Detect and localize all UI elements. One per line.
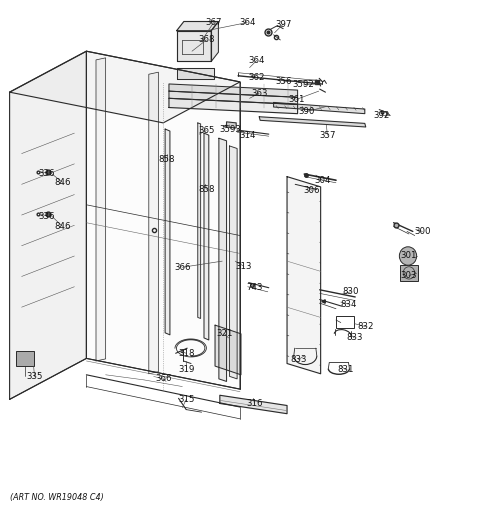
Text: 357: 357 xyxy=(319,131,336,140)
Polygon shape xyxy=(96,58,106,361)
Text: 365: 365 xyxy=(198,126,215,135)
Text: 846: 846 xyxy=(54,178,71,187)
Text: (ART NO. WR19048 C4): (ART NO. WR19048 C4) xyxy=(10,493,103,502)
Polygon shape xyxy=(86,51,240,389)
Text: 392: 392 xyxy=(373,111,390,120)
Polygon shape xyxy=(227,122,236,128)
Text: 336: 336 xyxy=(39,211,55,221)
Polygon shape xyxy=(219,138,227,381)
Text: 336: 336 xyxy=(39,168,55,178)
Text: 313: 313 xyxy=(236,262,252,271)
Polygon shape xyxy=(287,177,321,374)
Polygon shape xyxy=(211,22,218,61)
Text: 3593: 3593 xyxy=(219,124,241,134)
Polygon shape xyxy=(215,325,241,375)
FancyBboxPatch shape xyxy=(16,351,34,366)
Text: 390: 390 xyxy=(298,107,314,116)
Polygon shape xyxy=(229,146,237,379)
Circle shape xyxy=(399,247,417,265)
Polygon shape xyxy=(220,395,287,414)
Text: 306: 306 xyxy=(304,186,320,195)
Polygon shape xyxy=(10,51,240,123)
Polygon shape xyxy=(177,22,218,31)
Polygon shape xyxy=(10,51,86,399)
Text: 304: 304 xyxy=(314,176,331,185)
Text: 830: 830 xyxy=(342,287,359,296)
Polygon shape xyxy=(198,123,201,318)
Polygon shape xyxy=(169,98,298,114)
Text: 858: 858 xyxy=(159,155,175,164)
Text: 361: 361 xyxy=(288,95,305,104)
Polygon shape xyxy=(177,68,214,79)
Text: 3592: 3592 xyxy=(292,80,314,90)
Text: 362: 362 xyxy=(249,73,265,82)
Polygon shape xyxy=(169,84,298,97)
Text: 368: 368 xyxy=(198,35,215,45)
Text: 303: 303 xyxy=(401,271,417,280)
Text: 367: 367 xyxy=(205,18,222,27)
Text: 314: 314 xyxy=(239,131,255,140)
Text: 846: 846 xyxy=(54,222,71,231)
Polygon shape xyxy=(165,129,170,335)
Polygon shape xyxy=(149,72,158,374)
Polygon shape xyxy=(169,91,298,104)
Text: 858: 858 xyxy=(198,185,215,194)
Text: 831: 831 xyxy=(337,365,354,374)
Text: 335: 335 xyxy=(26,372,43,381)
Text: 315: 315 xyxy=(178,395,194,404)
Text: 356: 356 xyxy=(275,77,291,87)
Text: 363: 363 xyxy=(251,89,267,98)
Text: 318: 318 xyxy=(178,349,194,358)
Text: 364: 364 xyxy=(249,56,265,65)
Text: 321: 321 xyxy=(216,329,233,338)
FancyBboxPatch shape xyxy=(400,265,418,281)
Polygon shape xyxy=(274,102,365,114)
Polygon shape xyxy=(259,117,366,127)
Polygon shape xyxy=(177,31,211,61)
Text: 366: 366 xyxy=(155,374,171,383)
Text: 364: 364 xyxy=(239,18,255,27)
Text: 833: 833 xyxy=(346,333,362,343)
Text: 319: 319 xyxy=(178,365,194,374)
Text: 832: 832 xyxy=(358,322,374,331)
Text: 366: 366 xyxy=(174,263,191,272)
Text: 301: 301 xyxy=(401,251,417,261)
Polygon shape xyxy=(204,133,209,340)
Text: 316: 316 xyxy=(246,399,263,408)
Text: 397: 397 xyxy=(275,19,291,29)
Text: 834: 834 xyxy=(340,300,357,309)
Text: 743: 743 xyxy=(246,283,263,292)
Text: 300: 300 xyxy=(414,227,431,236)
Text: 833: 833 xyxy=(290,355,307,364)
